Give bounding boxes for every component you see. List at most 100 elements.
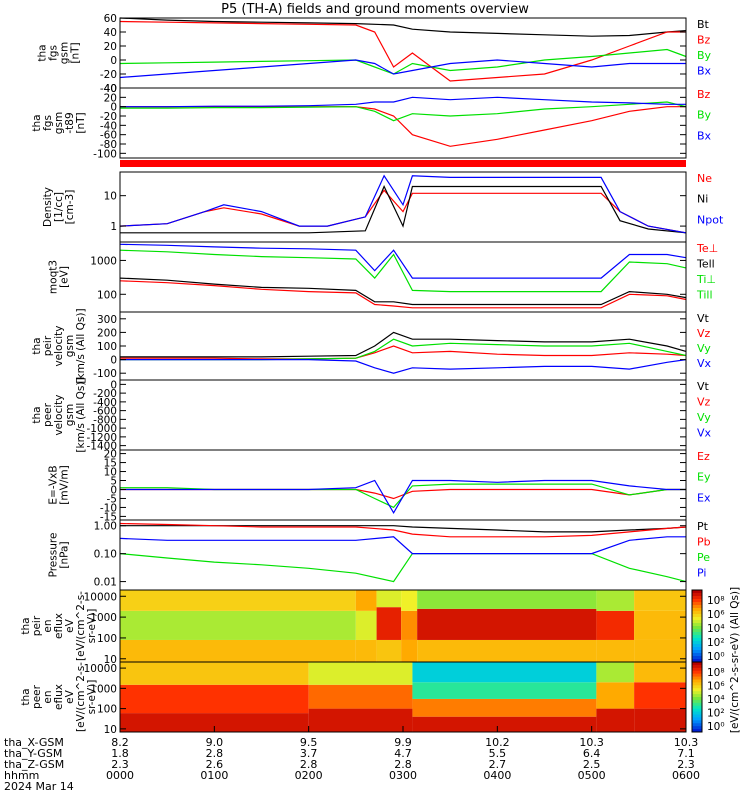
colorbar-cell	[692, 605, 702, 609]
ephemeris-value: 10.3	[579, 736, 604, 749]
y-axis-label: peir	[42, 335, 54, 356]
y-tick-label: 40	[104, 83, 117, 95]
ephemeris-value: 10.2	[485, 736, 510, 749]
ephemeris-value: 10.3	[674, 736, 699, 749]
y-axis-label: [nT]	[70, 42, 82, 63]
spectrogram-cell	[376, 639, 402, 662]
colorbar-cell	[692, 717, 702, 721]
colorbar-tick-label: 10⁶	[707, 609, 725, 621]
series-line-till	[119, 243, 687, 279]
ephemeris-value: 2.8	[300, 758, 318, 771]
y-tick-label: 1000	[90, 612, 117, 624]
y-tick-label: -800	[93, 414, 117, 426]
spectrogram-cell	[120, 684, 309, 714]
panel-6	[119, 379, 687, 451]
panel-frame	[119, 379, 687, 451]
legend-entry: Bz	[697, 88, 711, 101]
series-line-npot	[119, 174, 687, 234]
y-axis-label: gsm	[59, 42, 71, 64]
series-line-ti⊥	[119, 249, 687, 293]
colorbar-cell	[692, 726, 702, 730]
colorbar-cell	[692, 714, 702, 718]
y-tick-label: 20	[104, 92, 117, 104]
ephemeris-value: 0600	[672, 769, 700, 782]
y-axis-label: sr-eV)]	[86, 680, 98, 715]
y-axis-label: [nPa]	[59, 541, 71, 568]
y-tick-label: 5	[110, 476, 117, 488]
ephemeris-value: 0300	[389, 769, 417, 782]
colorbar-cell	[692, 691, 702, 695]
legend-entry: Vx	[697, 357, 712, 370]
spectrogram-cell	[376, 607, 402, 640]
colorbar-tick-label: 10⁴	[707, 694, 725, 706]
colorbar-cell	[692, 602, 702, 606]
series-line-pe	[119, 552, 687, 583]
colorbar-cell	[692, 632, 702, 636]
y-tick-label: -20	[100, 111, 117, 123]
y-tick-label: -600	[93, 406, 117, 418]
y-axis-label: tha	[37, 44, 49, 61]
series-line-by	[120, 101, 687, 122]
colorbar-cell	[692, 644, 702, 648]
y-tick-label: 100	[97, 704, 117, 716]
series-line-bz	[120, 106, 686, 147]
ephemeris-value: 3.7	[300, 747, 318, 760]
colorbar-cell	[692, 702, 702, 707]
ephemeris-value: 0200	[295, 769, 323, 782]
y-tick-label: 0.10	[94, 549, 117, 561]
colorbar-cell	[692, 688, 702, 692]
colorbar-cell	[692, 620, 702, 624]
spectrogram-cell	[417, 608, 597, 640]
series-line-vx	[120, 359, 687, 374]
series-line-by	[119, 48, 687, 75]
legend-entry: Ez	[697, 450, 710, 463]
ephemeris-value: 7.1	[677, 747, 695, 760]
y-axis-label: en	[42, 690, 54, 703]
legend-entry: Vt	[697, 380, 710, 393]
y-tick-label: 20	[104, 41, 117, 53]
ephemeris-value: 2.3	[111, 758, 129, 771]
y-axis-label: velocity	[53, 394, 65, 435]
spectrogram-cell	[120, 590, 356, 611]
colorbar-cell	[692, 682, 702, 686]
ephemeris-value: 2.6	[206, 758, 224, 771]
legend-entry: Bx	[697, 65, 712, 78]
panel-4	[119, 241, 687, 313]
legend-entry: Tell	[696, 258, 715, 271]
panel-frame	[119, 17, 687, 89]
date-label: 2024 Mar 14	[4, 780, 74, 793]
colorbar-tick-label: 10²	[707, 637, 725, 649]
series-line-ex	[120, 479, 686, 514]
spectrogram-cell	[412, 698, 597, 717]
colorbar-frame	[691, 661, 703, 733]
y-tick-label: 10	[104, 724, 117, 736]
spectrogram-cell	[120, 713, 309, 732]
y-tick-label: 1000	[90, 255, 117, 267]
y-tick-label: -15	[100, 511, 117, 523]
spectrogram-cell	[401, 639, 418, 662]
ephemeris-row-label: tha_Y-GSM	[4, 747, 62, 760]
colorbar-tick-label: 10⁰	[707, 651, 725, 663]
y-axis-label: moqt3	[48, 260, 60, 294]
spectrogram-cell	[401, 610, 418, 640]
y-tick-label: 10	[104, 467, 117, 479]
colorbar-cell	[692, 623, 702, 627]
legend-entry: Pb	[697, 536, 711, 549]
y-tick-label: -100	[93, 368, 117, 380]
spectrogram-cell	[355, 639, 377, 662]
colorbar-tick-label: 10⁰	[707, 721, 725, 733]
y-axis-label: [km/s (All Qs)]	[75, 377, 87, 452]
colorbar-cell	[692, 590, 702, 594]
ephemeris-value: 9.9	[394, 736, 412, 749]
colorbar-tick-label: 10⁸	[707, 667, 725, 679]
y-axis-label: tha	[31, 406, 43, 423]
y-tick-label: -20	[100, 69, 117, 81]
y-tick-label: -60	[100, 130, 117, 142]
spectrogram-cell	[596, 662, 635, 683]
spectrogram-cell	[417, 590, 597, 609]
colorbar-label: [eV/(cm^2-s-sr-eV) (All Qs)]	[729, 587, 741, 733]
y-tick-label: 1000	[90, 683, 117, 695]
ephemeris-value: 0000	[106, 769, 134, 782]
ephemeris-row-label: hhmm	[4, 769, 39, 782]
